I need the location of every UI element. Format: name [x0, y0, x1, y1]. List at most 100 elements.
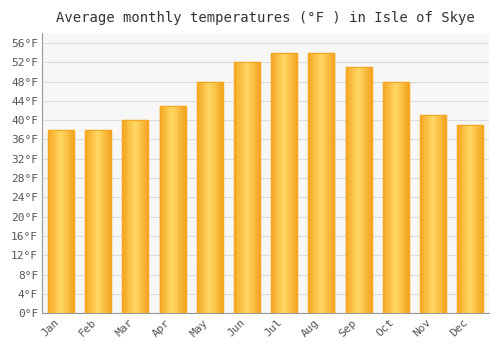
- Bar: [208, 82, 209, 313]
- Bar: [458, 125, 483, 313]
- Bar: [182, 106, 183, 313]
- Bar: [201, 82, 202, 313]
- Bar: [408, 82, 409, 313]
- Bar: [363, 67, 364, 313]
- Bar: [284, 52, 285, 313]
- Bar: [70, 130, 72, 313]
- Bar: [234, 62, 260, 313]
- Bar: [403, 82, 404, 313]
- Bar: [55, 130, 56, 313]
- Bar: [241, 62, 242, 313]
- Bar: [328, 52, 329, 313]
- Bar: [126, 120, 128, 313]
- Bar: [236, 62, 238, 313]
- Bar: [293, 52, 294, 313]
- Bar: [400, 82, 401, 313]
- Bar: [163, 106, 164, 313]
- Bar: [478, 125, 479, 313]
- Bar: [176, 106, 177, 313]
- Bar: [206, 82, 207, 313]
- Bar: [245, 62, 246, 313]
- Bar: [430, 115, 432, 313]
- Bar: [239, 62, 240, 313]
- Bar: [139, 120, 140, 313]
- Bar: [162, 106, 163, 313]
- Bar: [252, 62, 253, 313]
- Bar: [420, 115, 446, 313]
- Bar: [247, 62, 248, 313]
- Bar: [459, 125, 460, 313]
- Bar: [294, 52, 296, 313]
- Bar: [326, 52, 328, 313]
- Bar: [432, 115, 433, 313]
- Bar: [348, 67, 349, 313]
- Bar: [422, 115, 424, 313]
- Bar: [254, 62, 255, 313]
- Bar: [354, 67, 355, 313]
- Bar: [358, 67, 360, 313]
- Bar: [87, 130, 88, 313]
- Bar: [122, 120, 123, 313]
- Bar: [466, 125, 467, 313]
- Bar: [98, 130, 99, 313]
- Bar: [319, 52, 320, 313]
- Bar: [253, 62, 254, 313]
- Bar: [384, 82, 386, 313]
- Bar: [250, 62, 252, 313]
- Bar: [210, 82, 212, 313]
- Bar: [406, 82, 407, 313]
- Bar: [312, 52, 314, 313]
- Bar: [273, 52, 274, 313]
- Bar: [68, 130, 70, 313]
- Bar: [72, 130, 73, 313]
- Bar: [169, 106, 170, 313]
- Bar: [479, 125, 480, 313]
- Bar: [320, 52, 322, 313]
- Bar: [383, 82, 409, 313]
- Bar: [196, 82, 223, 313]
- Bar: [97, 130, 98, 313]
- Bar: [60, 130, 61, 313]
- Bar: [130, 120, 131, 313]
- Bar: [61, 130, 62, 313]
- Bar: [164, 106, 166, 313]
- Bar: [136, 120, 137, 313]
- Bar: [204, 82, 206, 313]
- Bar: [218, 82, 220, 313]
- Bar: [207, 82, 208, 313]
- Bar: [349, 67, 350, 313]
- Bar: [280, 52, 281, 313]
- Bar: [160, 106, 162, 313]
- Bar: [285, 52, 286, 313]
- Bar: [360, 67, 361, 313]
- Bar: [271, 52, 297, 313]
- Bar: [350, 67, 351, 313]
- Bar: [467, 125, 468, 313]
- Bar: [132, 120, 134, 313]
- Bar: [296, 52, 297, 313]
- Bar: [234, 62, 235, 313]
- Bar: [323, 52, 324, 313]
- Bar: [248, 62, 250, 313]
- Bar: [145, 120, 146, 313]
- Bar: [183, 106, 184, 313]
- Bar: [468, 125, 469, 313]
- Bar: [362, 67, 363, 313]
- Bar: [462, 125, 464, 313]
- Bar: [472, 125, 473, 313]
- Bar: [94, 130, 96, 313]
- Bar: [271, 52, 272, 313]
- Bar: [274, 52, 276, 313]
- Bar: [471, 125, 472, 313]
- Bar: [351, 67, 352, 313]
- Bar: [420, 115, 421, 313]
- Bar: [428, 115, 430, 313]
- Bar: [436, 115, 438, 313]
- Bar: [458, 125, 459, 313]
- Bar: [91, 130, 92, 313]
- Bar: [110, 130, 111, 313]
- Bar: [317, 52, 318, 313]
- Bar: [318, 52, 319, 313]
- Bar: [198, 82, 200, 313]
- Bar: [88, 130, 90, 313]
